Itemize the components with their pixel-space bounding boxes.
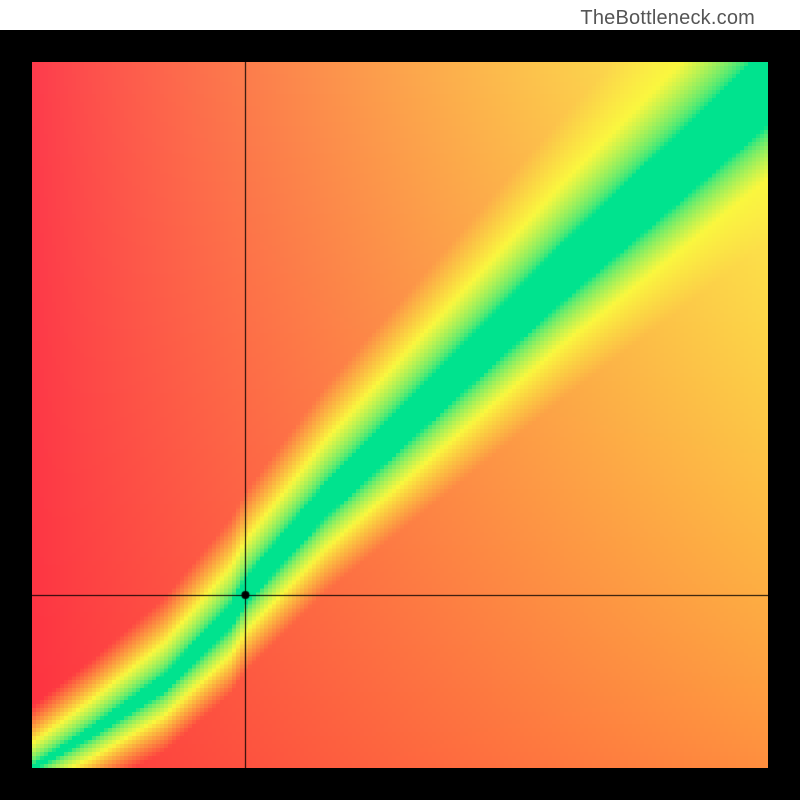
watermark-text: TheBottleneck.com (580, 7, 755, 30)
chart-root: TheBottleneck.com (0, 0, 800, 800)
crosshair-overlay (32, 62, 768, 768)
